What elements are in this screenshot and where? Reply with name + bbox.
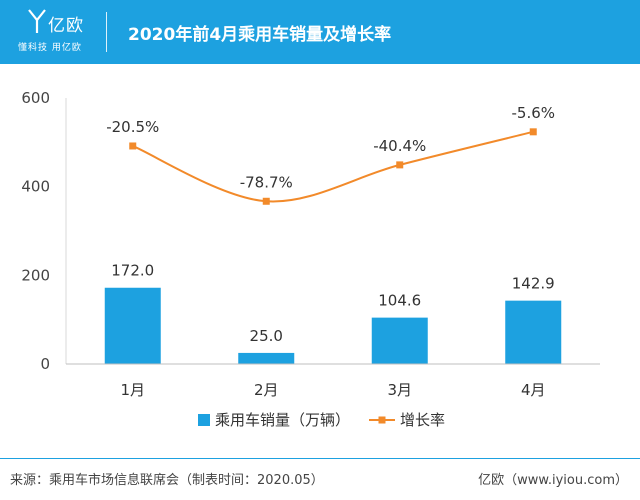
footer-source: 来源：乘用车市场信息联席会（制表时间：2020.05）: [10, 473, 324, 488]
header-divider: [106, 12, 107, 52]
growth-point: [129, 142, 137, 150]
footer-divider: [0, 458, 640, 459]
y-tick-label: 600: [21, 89, 50, 107]
growth-data-label: -5.6%: [511, 104, 555, 122]
x-tick-label: 2月: [254, 381, 279, 399]
x-tick-label: 3月: [387, 381, 412, 399]
legend-line-label: 增长率: [400, 411, 445, 429]
bar-data-label: 25.0: [250, 327, 283, 345]
header-bar: 亿欧 懂科技 用亿欧 2020年前4月乘用车销量及增长率: [0, 0, 640, 64]
bar: [505, 300, 562, 364]
logo-icon: [28, 9, 46, 33]
legend-line-marker: [378, 416, 386, 424]
y-tick-label: 400: [21, 178, 50, 196]
growth-point: [396, 161, 404, 169]
bar-data-label: 104.6: [378, 292, 421, 310]
brand-logo: 亿欧 懂科技 用亿欧: [14, 6, 94, 58]
growth-line: [132, 130, 534, 203]
bar-data-label: 142.9: [512, 275, 555, 293]
bar: [104, 287, 161, 364]
bar-data-label: 172.0: [111, 262, 154, 280]
growth-data-label: -20.5%: [106, 118, 159, 136]
logo-text: 亿欧: [48, 16, 84, 36]
footer-brand: 亿欧（www.iyiou.com）: [478, 473, 628, 488]
y-tick-label: 0: [40, 355, 50, 373]
x-tick-label: 4月: [521, 381, 546, 399]
growth-point: [529, 128, 537, 136]
legend-bar-label: 乘用车销量（万辆）: [215, 411, 350, 429]
bar: [371, 317, 428, 364]
x-tick-label: 1月: [120, 381, 145, 399]
legend-bar-swatch: [198, 414, 210, 426]
y-tick-label: 200: [21, 266, 50, 284]
chart: 0 200 400 600 172.0 25.0 104.6 142.9 1月 2月 3月 4月 -20…: [21, 89, 600, 429]
growth-data-label: -78.7%: [240, 173, 293, 191]
growth-data-label: -40.4%: [373, 137, 426, 155]
growth-point: [262, 197, 270, 205]
page-title: 2020年前4月乘用车销量及增长率: [128, 25, 392, 45]
logo-slogan: 懂科技 用亿欧: [18, 43, 82, 53]
bar: [238, 352, 295, 364]
